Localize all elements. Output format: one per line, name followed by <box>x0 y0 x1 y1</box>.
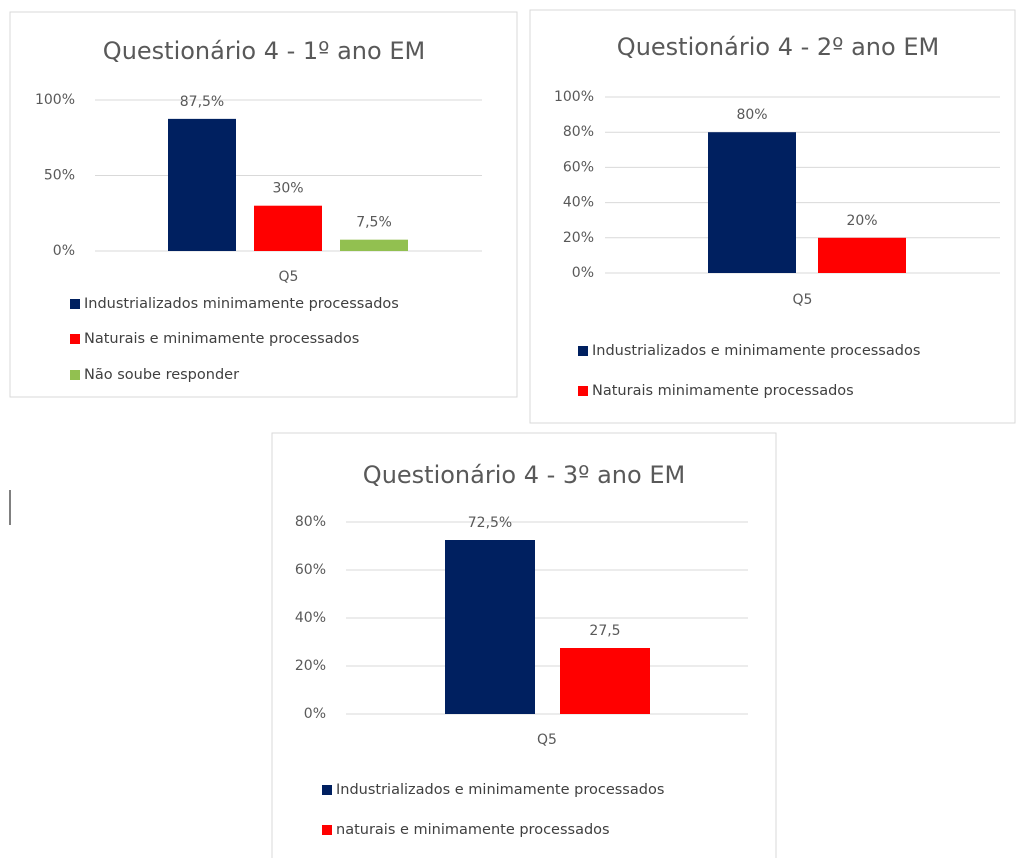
data-label: 20% <box>846 213 877 229</box>
legend-text: Não soube responder <box>84 367 239 383</box>
y-tick-label: 100% <box>554 89 594 105</box>
bar <box>254 205 322 251</box>
legend-text: Industrializados minimamente processados <box>84 296 399 312</box>
y-tick-label: 80% <box>563 124 594 140</box>
legend-swatch <box>578 346 588 356</box>
legend-swatch <box>578 386 588 396</box>
legend-swatch <box>322 785 332 795</box>
chart-title: Questionário 4 - 2º ano EM <box>617 33 939 61</box>
legend-swatch <box>322 825 332 835</box>
bar <box>445 540 535 714</box>
y-tick-label: 80% <box>295 514 326 530</box>
chart-frame <box>9 11 518 398</box>
legend-text: naturais e minimamente processados <box>336 822 610 838</box>
legend-swatch <box>70 370 80 380</box>
legend-text: Naturais minimamente processados <box>592 383 854 399</box>
legend-swatch <box>70 334 80 344</box>
bar <box>168 118 236 251</box>
y-tick-label: 40% <box>563 195 594 211</box>
y-tick-label: 60% <box>295 562 326 578</box>
x-tick-label: Q5 <box>793 292 813 308</box>
bar <box>708 132 796 273</box>
bar <box>560 648 650 714</box>
y-tick-label: 40% <box>295 610 326 626</box>
data-label: 72,5% <box>468 515 512 531</box>
y-tick-label: 0% <box>572 265 594 281</box>
data-label: 30% <box>272 181 303 197</box>
bar <box>340 239 408 251</box>
y-tick-label: 20% <box>295 658 326 674</box>
y-tick-label: 0% <box>304 706 326 722</box>
legend-text: Naturais e minimamente processados <box>84 331 359 347</box>
chart-title: Questionário 4 - 3º ano EM <box>363 461 685 489</box>
data-label: 27,5 <box>589 623 620 639</box>
legend-text: Industrializados e minimamente processad… <box>336 782 664 798</box>
data-label: 80% <box>736 107 767 123</box>
x-tick-label: Q5 <box>279 269 299 285</box>
y-tick-label: 60% <box>563 159 594 175</box>
y-tick-label: 100% <box>35 92 75 108</box>
legend-text: Industrializados e minimamente processad… <box>592 343 920 359</box>
y-tick-label: 0% <box>53 243 75 259</box>
data-label: 87,5% <box>180 94 224 110</box>
y-tick-label: 20% <box>563 230 594 246</box>
x-tick-label: Q5 <box>537 732 557 748</box>
data-label: 7,5% <box>356 215 392 231</box>
bar <box>818 237 906 273</box>
y-tick-label: 50% <box>44 168 75 184</box>
chart-title: Questionário 4 - 1º ano EM <box>103 37 425 65</box>
legend-swatch <box>70 299 80 309</box>
